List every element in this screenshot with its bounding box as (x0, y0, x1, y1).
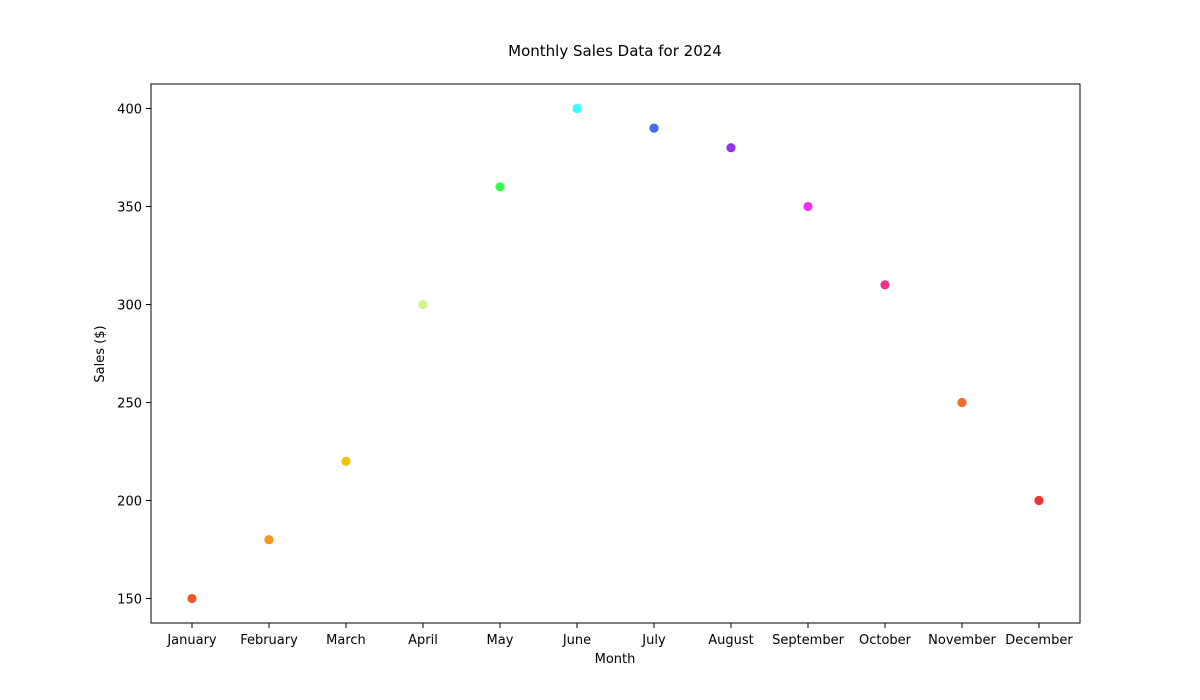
x-tick-label: February (240, 633, 298, 648)
data-point-may (495, 182, 505, 192)
x-axis-label: Month (595, 652, 636, 667)
data-point-january (187, 593, 197, 604)
x-tick-label: October (859, 633, 912, 648)
data-point-september (803, 201, 813, 212)
y-tick-label: 250 (117, 397, 142, 412)
data-point-august (726, 143, 736, 153)
x-tick-label: July (641, 633, 666, 648)
x-tick-label: August (708, 633, 754, 648)
data-point-june (572, 103, 582, 114)
x-tick-label: May (487, 633, 514, 648)
y-tick-label: 150 (117, 593, 142, 608)
x-tick-label: November (928, 633, 996, 648)
data-point-november (957, 397, 967, 408)
y-tick-label: 300 (117, 299, 142, 314)
chart-title: Monthly Sales Data for 2024 (508, 42, 722, 60)
y-tick-label: 200 (117, 495, 142, 510)
x-tick-label: January (166, 633, 217, 648)
data-point-february (264, 535, 274, 545)
x-tick-label: September (772, 633, 845, 648)
data-point-october (880, 280, 890, 290)
x-tick-label: June (562, 633, 591, 648)
data-point-december (1034, 495, 1044, 506)
x-tick-label: April (408, 633, 438, 648)
data-point-july (649, 123, 659, 133)
x-axis-ticks: January February March April May June July Augu… (166, 623, 1073, 648)
y-tick-label: 400 (117, 103, 142, 118)
y-axis-ticks: 150 200 250 300 350 400 (117, 103, 151, 608)
x-tick-label: March (326, 633, 366, 648)
data-point-march (341, 456, 351, 466)
plot-area-frame (150, 83, 1081, 624)
data-point-april (418, 299, 428, 310)
y-tick-label: 350 (117, 201, 142, 216)
y-axis-label: Sales ($) (93, 325, 108, 382)
x-tick-label: December (1005, 633, 1073, 648)
data-points (187, 103, 1044, 604)
